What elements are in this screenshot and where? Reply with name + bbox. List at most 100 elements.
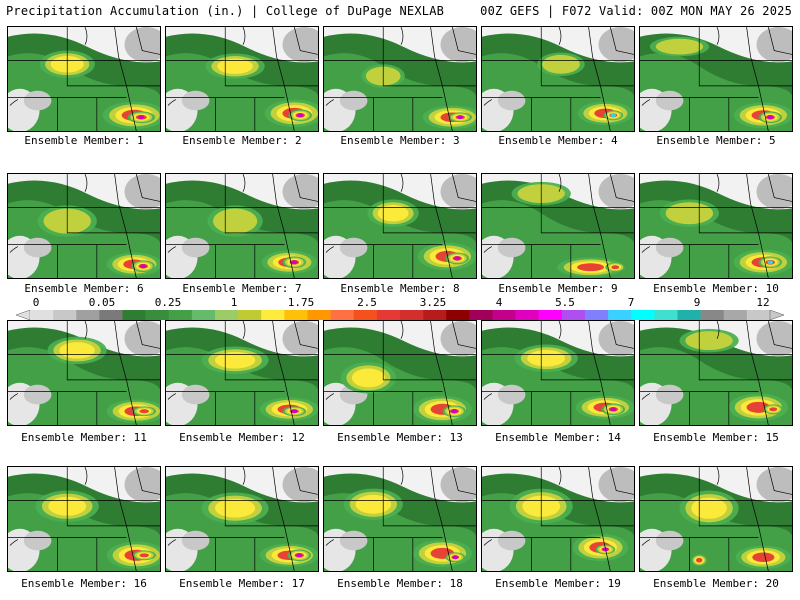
ensemble-member-caption: Ensemble Member: 8 bbox=[340, 282, 460, 295]
precip-field bbox=[482, 467, 634, 571]
ensemble-member-caption: Ensemble Member: 13 bbox=[337, 431, 463, 444]
ensemble-member-map bbox=[481, 26, 635, 132]
colorbar-swatch bbox=[538, 310, 563, 320]
ensemble-member-caption: Ensemble Member: 5 bbox=[656, 134, 776, 147]
colorbar-swatch bbox=[608, 310, 632, 320]
ensemble-member-caption: Ensemble Member: 6 bbox=[24, 282, 144, 295]
colorbar-swatch bbox=[376, 310, 401, 320]
colorbar-tick-label: 1 bbox=[230, 296, 238, 309]
ensemble-member-map bbox=[165, 466, 319, 572]
precip-field bbox=[482, 174, 634, 278]
precip-field bbox=[166, 174, 318, 278]
state-boundaries bbox=[482, 467, 634, 571]
colorbar-swatch bbox=[330, 310, 355, 320]
state-boundaries bbox=[8, 27, 160, 131]
ensemble-member-caption: Ensemble Member: 18 bbox=[337, 577, 463, 590]
state-boundaries bbox=[640, 174, 792, 278]
ensemble-member-map bbox=[165, 320, 319, 426]
colorbar-swatch bbox=[261, 310, 285, 320]
precip-field bbox=[8, 174, 160, 278]
colorbar-swatch bbox=[145, 310, 170, 320]
ensemble-member-caption: Ensemble Member: 20 bbox=[653, 577, 779, 590]
colorbar-tick-label: 12 bbox=[756, 296, 770, 309]
colorbar-swatch bbox=[53, 310, 77, 320]
colorbar-swatch bbox=[215, 310, 239, 320]
precip-field bbox=[8, 27, 160, 131]
colorbar-swatch bbox=[191, 310, 216, 320]
state-boundaries bbox=[482, 174, 634, 278]
colorbar-tick-label: 5.5 bbox=[555, 296, 575, 309]
precip-field bbox=[166, 467, 318, 571]
ensemble-member-map bbox=[639, 26, 793, 132]
ensemble-member-caption: Ensemble Member: 9 bbox=[498, 282, 618, 295]
ensemble-member-caption: Ensemble Member: 1 bbox=[24, 134, 144, 147]
colorbar-tick-label: 0.05 bbox=[88, 296, 116, 309]
state-boundaries bbox=[324, 321, 476, 425]
state-boundaries bbox=[8, 467, 160, 571]
ensemble-member-caption: Ensemble Member: 4 bbox=[498, 134, 618, 147]
precip-field bbox=[324, 27, 476, 131]
ensemble-member-map bbox=[481, 466, 635, 572]
ensemble-member-map bbox=[323, 26, 477, 132]
precip-field bbox=[8, 321, 160, 425]
colorbar-swatch bbox=[238, 310, 262, 320]
ensemble-member-map bbox=[165, 173, 319, 279]
colorbar-swatch bbox=[76, 310, 100, 320]
colorbar-tick-label: 0.25 bbox=[154, 296, 182, 309]
ensemble-member-caption: Ensemble Member: 10 bbox=[653, 282, 779, 295]
colorbar-swatch bbox=[307, 310, 331, 320]
precip-field bbox=[324, 174, 476, 278]
colorbar-tick-label: 9 bbox=[693, 296, 701, 309]
precip-field bbox=[482, 321, 634, 425]
precip-field bbox=[166, 321, 318, 425]
state-boundaries bbox=[166, 27, 318, 131]
colorbar-swatch bbox=[585, 310, 609, 320]
precip-field bbox=[640, 321, 792, 425]
colorbar-swatch bbox=[469, 310, 493, 320]
colorbar-tick-label: 1.75 bbox=[287, 296, 315, 309]
colorbar-max-arrow bbox=[769, 310, 784, 320]
ensemble-member-caption: Ensemble Member: 15 bbox=[653, 431, 779, 444]
colorbar-swatch bbox=[99, 310, 123, 320]
colorbar-swatch bbox=[700, 310, 725, 320]
state-boundaries bbox=[8, 321, 160, 425]
colorbar-swatch bbox=[30, 310, 54, 320]
colorbar-tick-label: 7 bbox=[627, 296, 635, 309]
colorbar-tick-label: 4 bbox=[495, 296, 503, 309]
chart-title: Precipitation Accumulation (in.) | Colle… bbox=[6, 4, 445, 18]
ensemble-member-map bbox=[7, 173, 161, 279]
precip-field bbox=[640, 467, 792, 571]
colorbar-swatch bbox=[631, 310, 655, 320]
state-boundaries bbox=[324, 174, 476, 278]
ensemble-member-map bbox=[323, 173, 477, 279]
state-boundaries bbox=[482, 27, 634, 131]
precip-field bbox=[166, 27, 318, 131]
state-boundaries bbox=[640, 467, 792, 571]
colorbar-tick-label: 2.5 bbox=[357, 296, 377, 309]
state-boundaries bbox=[640, 27, 792, 131]
state-boundaries bbox=[166, 174, 318, 278]
precip-field bbox=[324, 467, 476, 571]
colorbar-swatch bbox=[515, 310, 540, 320]
colorbar-tick-label: 3.25 bbox=[419, 296, 447, 309]
colorbar-swatch bbox=[654, 310, 678, 320]
state-boundaries bbox=[166, 467, 318, 571]
model-run-info: 00Z GEFS | F072 Valid: 00Z MON MAY 26 20… bbox=[480, 4, 792, 18]
ensemble-member-map bbox=[165, 26, 319, 132]
ensemble-member-caption: Ensemble Member: 16 bbox=[21, 577, 147, 590]
colorbar-swatch bbox=[423, 310, 447, 320]
colorbar-swatch bbox=[122, 310, 146, 320]
colorbar-tick-label: 0 bbox=[32, 296, 40, 309]
colorbar-swatch bbox=[723, 310, 748, 320]
colorbar-swatch bbox=[446, 310, 470, 320]
colorbar-swatch bbox=[492, 310, 516, 320]
state-boundaries bbox=[324, 467, 476, 571]
ensemble-member-map bbox=[323, 320, 477, 426]
precip-field bbox=[482, 27, 634, 131]
state-boundaries bbox=[324, 27, 476, 131]
colorbar-swatch bbox=[677, 310, 701, 320]
ensemble-member-map bbox=[639, 466, 793, 572]
state-boundaries bbox=[8, 174, 160, 278]
state-boundaries bbox=[640, 321, 792, 425]
colorbar-swatch bbox=[561, 310, 586, 320]
